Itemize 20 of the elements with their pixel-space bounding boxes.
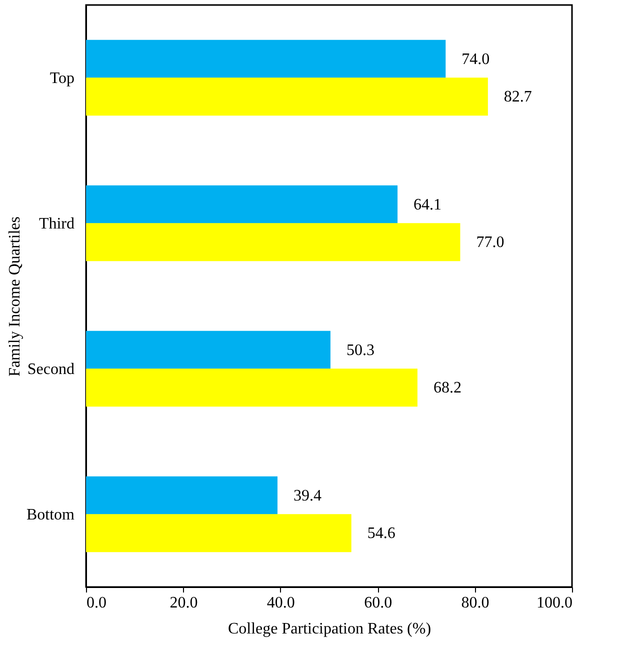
x-tick-label: 60.0	[364, 594, 392, 612]
data-label: 64.1	[414, 196, 442, 214]
x-axis-title: College Participation Rates (%)	[228, 620, 432, 638]
y-tick-label: Bottom	[26, 506, 76, 524]
data-label: 54.6	[367, 525, 396, 542]
data-label: 50.3	[346, 342, 374, 359]
data-label: 77.0	[476, 234, 504, 252]
x-tick-label: 100.0	[536, 594, 572, 612]
data-label: 39.4	[293, 487, 322, 504]
data-label: 74.0	[462, 50, 490, 68]
y-axis-title: Family Income Quartiles	[6, 216, 24, 376]
x-tick-label: 40.0	[266, 594, 295, 612]
data-label: 68.2	[433, 380, 462, 397]
data-label: 82.7	[504, 88, 532, 106]
x-tick-label: 0.0	[86, 594, 106, 612]
y-tick-label: Third	[38, 215, 74, 232]
y-tick-label: Second	[27, 360, 74, 378]
y-tick-label: Top	[50, 70, 74, 87]
x-tick-label: 20.0	[170, 594, 198, 612]
x-tick-label: 80.0	[461, 594, 490, 612]
